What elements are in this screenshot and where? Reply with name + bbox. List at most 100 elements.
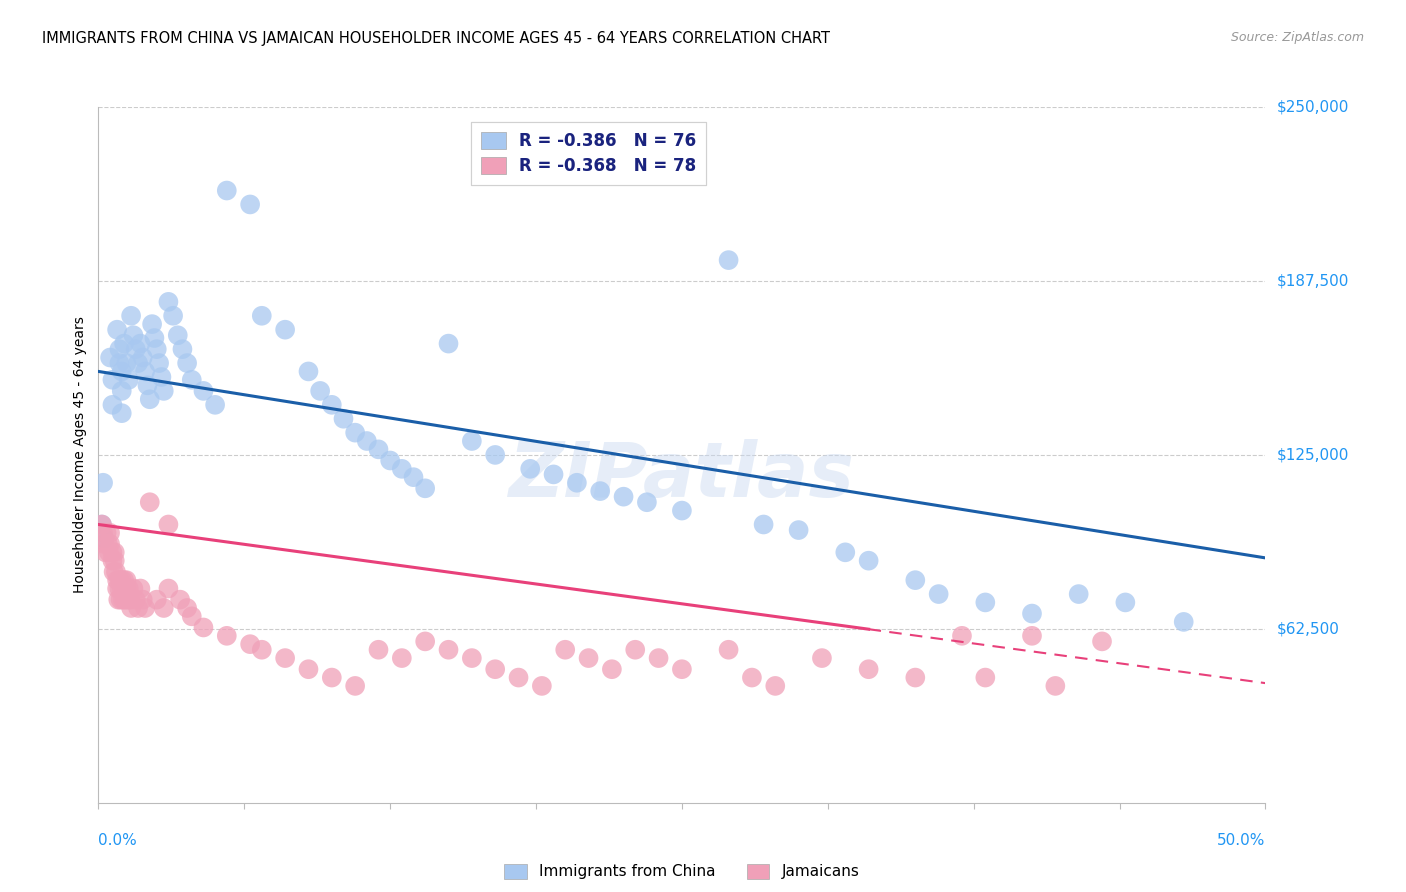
- Point: [115, 582, 138, 596]
- Point: [344, 425, 367, 440]
- Point: [104, 554, 127, 568]
- Point: [112, 573, 135, 587]
- Point: [367, 442, 389, 457]
- Point: [129, 336, 152, 351]
- Text: $187,500: $187,500: [1277, 274, 1348, 288]
- Point: [129, 582, 152, 596]
- Point: [1045, 679, 1067, 693]
- Point: [624, 642, 647, 657]
- Point: [356, 434, 378, 448]
- Point: [120, 309, 142, 323]
- Point: [148, 356, 170, 370]
- Point: [344, 679, 367, 693]
- Point: [127, 601, 149, 615]
- Point: [1021, 629, 1043, 643]
- Point: [204, 398, 226, 412]
- Point: [94, 545, 117, 559]
- Point: [112, 582, 135, 596]
- Point: [297, 364, 319, 378]
- Point: [91, 475, 114, 490]
- Point: [193, 620, 215, 634]
- Point: [103, 565, 125, 579]
- Point: [647, 651, 669, 665]
- Point: [169, 592, 191, 607]
- Point: [108, 582, 131, 596]
- Point: [176, 601, 198, 615]
- Point: [157, 294, 180, 309]
- Point: [717, 642, 740, 657]
- Point: [402, 470, 425, 484]
- Point: [96, 525, 118, 540]
- Point: [1173, 615, 1195, 629]
- Point: [101, 545, 124, 559]
- Point: [741, 671, 763, 685]
- Point: [378, 453, 402, 467]
- Point: [391, 651, 413, 665]
- Point: [108, 356, 131, 370]
- Point: [215, 184, 238, 198]
- Point: [162, 309, 184, 323]
- Point: [118, 592, 141, 607]
- Point: [118, 582, 141, 596]
- Point: [367, 642, 389, 657]
- Point: [110, 592, 132, 607]
- Point: [112, 336, 135, 351]
- Point: [125, 592, 148, 607]
- Point: [215, 629, 238, 643]
- Point: [114, 592, 136, 607]
- Point: [108, 342, 131, 356]
- Point: [461, 434, 484, 448]
- Point: [90, 517, 112, 532]
- Point: [1091, 634, 1114, 648]
- Text: ZIPatlas: ZIPatlas: [509, 439, 855, 513]
- Point: [97, 537, 120, 551]
- Point: [136, 378, 159, 392]
- Point: [143, 331, 166, 345]
- Text: $125,000: $125,000: [1277, 448, 1348, 462]
- Text: 0.0%: 0.0%: [98, 833, 138, 848]
- Point: [321, 398, 343, 412]
- Point: [101, 373, 124, 387]
- Point: [166, 328, 188, 343]
- Point: [636, 495, 658, 509]
- Point: [111, 384, 134, 398]
- Point: [904, 671, 927, 685]
- Point: [101, 398, 124, 412]
- Point: [101, 554, 124, 568]
- Point: [274, 651, 297, 665]
- Point: [752, 517, 775, 532]
- Point: [461, 651, 484, 665]
- Point: [554, 642, 576, 657]
- Point: [671, 662, 693, 676]
- Point: [120, 601, 142, 615]
- Point: [132, 592, 155, 607]
- Point: [111, 592, 134, 607]
- Point: [391, 462, 413, 476]
- Point: [105, 582, 128, 596]
- Point: [484, 662, 506, 676]
- Point: [111, 406, 134, 420]
- Point: [811, 651, 834, 665]
- Point: [763, 679, 786, 693]
- Point: [1067, 587, 1090, 601]
- Point: [115, 356, 138, 370]
- Point: [250, 642, 273, 657]
- Point: [1021, 607, 1043, 621]
- Point: [530, 679, 553, 693]
- Point: [98, 351, 121, 365]
- Point: [950, 629, 973, 643]
- Point: [152, 601, 174, 615]
- Point: [180, 609, 202, 624]
- Point: [508, 671, 530, 685]
- Point: [176, 356, 198, 370]
- Point: [858, 662, 880, 676]
- Point: [105, 323, 128, 337]
- Point: [98, 537, 121, 551]
- Point: [146, 342, 169, 356]
- Point: [132, 351, 155, 365]
- Point: [858, 554, 880, 568]
- Point: [519, 462, 541, 476]
- Point: [104, 545, 127, 559]
- Point: [180, 373, 202, 387]
- Point: [111, 582, 134, 596]
